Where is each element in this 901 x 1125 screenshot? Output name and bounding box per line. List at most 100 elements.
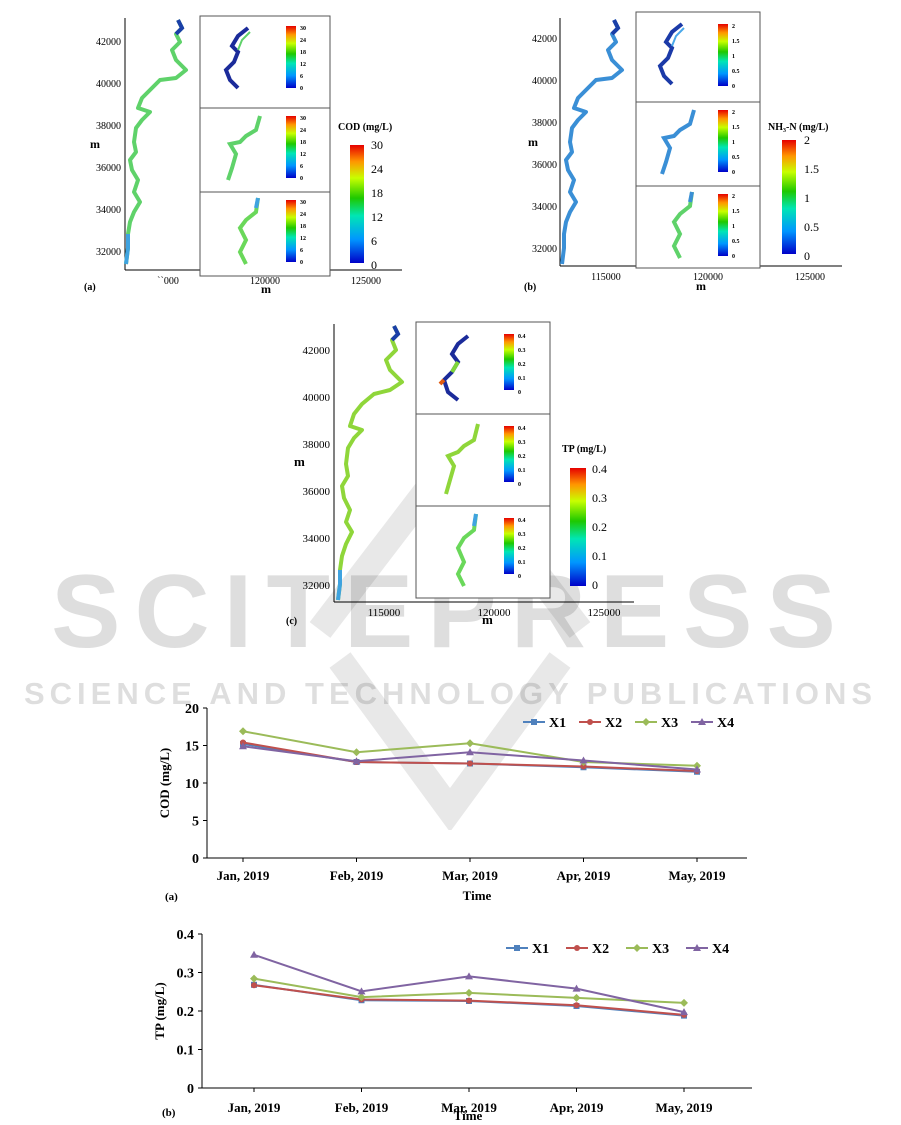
colorbar-tick: 0.5: [804, 220, 819, 234]
data-point: [251, 982, 257, 989]
inset-tick: 0.2: [518, 362, 526, 368]
colorbar-tick: 1: [804, 191, 810, 205]
colorbar-tick: 2: [804, 133, 810, 147]
inset-tick: 0.4: [518, 334, 526, 340]
colorbar-tick: 1.5: [804, 162, 819, 176]
inset-river: [438, 378, 446, 386]
inset-river: [223, 26, 250, 90]
colorbar-tick: 0.4: [592, 462, 607, 476]
colorbar: [782, 140, 796, 254]
map-y-tick: 42000: [96, 37, 121, 48]
map-x-tick: 115000: [591, 272, 621, 283]
map-y-tick: 36000: [303, 486, 331, 498]
y-axis-title: COD (mg/L): [157, 748, 172, 818]
map-y-tick: 40000: [96, 79, 121, 90]
map-y-tick: 32000: [532, 244, 557, 255]
x-tick-label: Jan, 2019: [217, 868, 270, 883]
inset-tick: 2: [732, 194, 735, 200]
map-figure-a: 42000 40000 38000 36000 34000 32000 ``00…: [84, 15, 402, 293]
inset-panel: [415, 413, 551, 507]
river-upstream: [610, 19, 621, 36]
series-x4: [239, 742, 701, 773]
colorbar-tick: 0: [371, 258, 377, 272]
inset-tick: 0.2: [518, 454, 526, 460]
map-x-tick: 115000: [368, 607, 401, 619]
y-tick-label: 10: [185, 777, 199, 792]
legend-label: X4: [712, 942, 729, 957]
map-y-tick: 38000: [532, 118, 557, 129]
inset-tick: 30: [300, 116, 306, 122]
inset-tick: 0.2: [518, 546, 526, 552]
colorbar-title: TP (mg/L): [562, 444, 606, 455]
legend-label: X3: [661, 716, 678, 731]
inset-river: [671, 191, 694, 259]
map-y-tick: 42000: [303, 345, 331, 357]
inset-panel: [199, 191, 331, 277]
x-axis-title: Time: [463, 888, 492, 903]
inset-panel: [415, 321, 551, 415]
river-downstream: [124, 234, 130, 265]
data-point: [466, 997, 472, 1004]
data-point: [587, 719, 593, 725]
data-point: [680, 998, 688, 1007]
map-y-tick: 32000: [303, 580, 331, 592]
data-point: [352, 757, 361, 765]
colorbar-tick: 12: [371, 210, 383, 224]
map-x-tick: 125000: [795, 272, 825, 283]
inset-tick: 0: [518, 390, 521, 396]
river-channel: [336, 325, 404, 601]
map-x-label: m: [261, 282, 271, 293]
y-tick-label: 0.2: [177, 1005, 195, 1020]
inset-tick: 30: [300, 26, 306, 32]
inset-tick: 1.5: [732, 209, 740, 215]
y-axis-title: TP (mg/L): [152, 982, 167, 1039]
map-x-tick: 120000: [693, 272, 723, 283]
inset-tick: 24: [300, 212, 306, 218]
inset-tick: 18: [300, 140, 306, 146]
data-point: [572, 993, 581, 1002]
y-tick-label: 0.4: [177, 928, 195, 943]
inset-river: [254, 197, 260, 209]
colorbar-tick: 0.3: [592, 491, 607, 505]
colorbar-tick: 0: [804, 249, 810, 263]
inset-panel: [199, 107, 331, 193]
map-y-tick: 38000: [303, 439, 331, 451]
data-point: [467, 760, 473, 767]
data-point: [642, 718, 650, 726]
inset-tick: 18: [300, 224, 306, 230]
panel-label: (a): [165, 891, 178, 903]
data-point: [514, 945, 520, 951]
map-y-tick: 42000: [532, 34, 557, 45]
inset-tick: 0: [518, 574, 521, 580]
inset-tick: 24: [300, 38, 306, 44]
y-tick-label: 0.1: [177, 1044, 195, 1059]
x-tick-label: Feb, 2019: [335, 1100, 389, 1115]
inset-tick: 0.1: [518, 468, 526, 474]
map-x-tick: ``000: [157, 276, 179, 287]
data-point: [531, 719, 537, 725]
inset-tick: 1.5: [732, 39, 740, 45]
x-tick-label: May, 2019: [655, 1100, 713, 1115]
map-x-tick: 125000: [351, 276, 381, 287]
data-point: [239, 742, 247, 750]
map-y-tick: 36000: [96, 163, 121, 174]
legend-label: X2: [605, 716, 622, 731]
x-tick-label: Apr, 2019: [557, 868, 611, 883]
inset-tick: 24: [300, 128, 306, 134]
data-point: [465, 988, 473, 997]
inset-tick: 0.5: [732, 69, 740, 75]
river-upstream: [390, 325, 401, 342]
inset-river: [472, 513, 478, 527]
map-y-label: m: [528, 135, 538, 149]
inset-tick: 0: [732, 254, 735, 260]
line-chart-tp: 0 0.1 0.2 0.3 0.4 Jan, 2019 Feb, 2019 Mar, 2019…: [152, 928, 752, 1123]
y-tick-label: 15: [185, 740, 199, 755]
inset-tick: 0.4: [518, 426, 526, 432]
map-x-tick: 125000: [588, 607, 622, 619]
map-y-tick: 38000: [96, 121, 121, 132]
data-point: [698, 718, 706, 725]
inset-tick: 1: [732, 140, 735, 146]
inset-river: [450, 360, 460, 374]
data-point: [465, 972, 473, 980]
map-y-tick: 32000: [96, 247, 121, 258]
